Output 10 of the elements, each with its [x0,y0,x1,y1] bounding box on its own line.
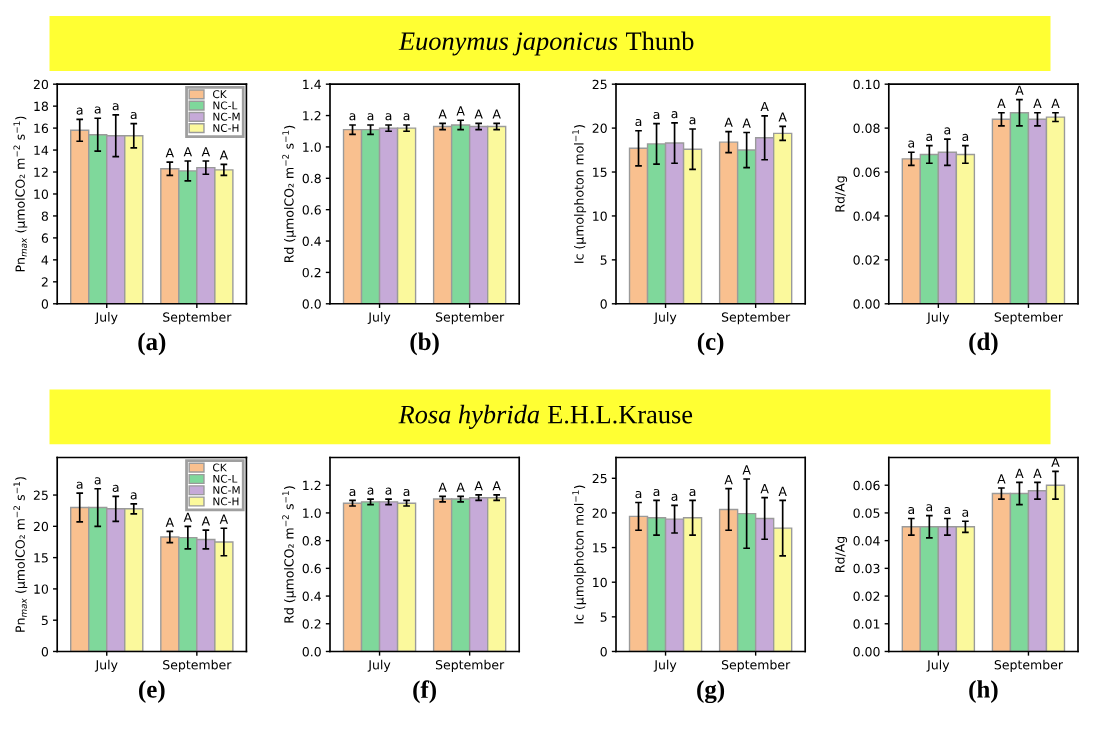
text: Rosa hybrida E.H.L.Krause [398,404,693,429]
x-axis-title: (c) [697,332,724,356]
x-axis-title: (g) [697,680,725,704]
x-axis-title: (e) [139,680,165,703]
x-axis-title: (h) [969,680,998,703]
x-axis-title: (d) [969,332,998,356]
x-axis-title: (b) [410,332,439,356]
x-axis-title: (a) [138,332,166,356]
text: Euonymus japonicus Thunb [398,31,694,56]
x-axis-title: (f) [413,680,436,704]
